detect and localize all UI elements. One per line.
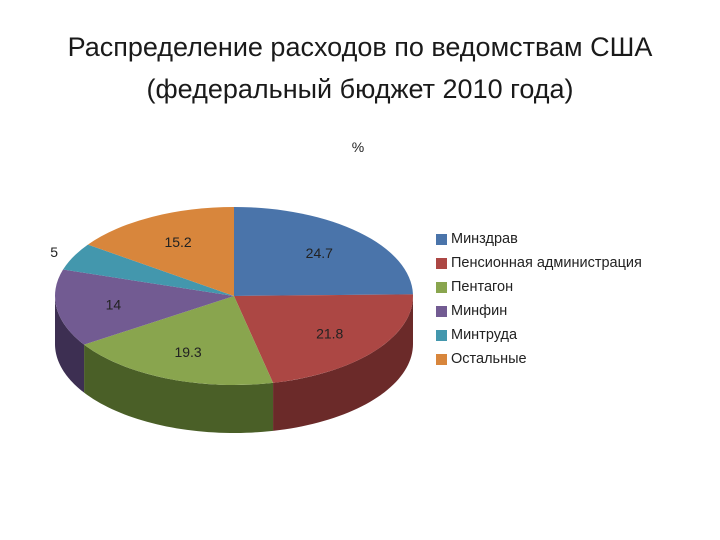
legend-label-5: Минтруда — [451, 327, 518, 343]
data-label-3: 19.3 — [174, 344, 201, 360]
legend-label-1: Минздрав — [451, 231, 518, 247]
pie-slice-3 — [84, 296, 274, 386]
legend-label-6: Остальные — [451, 351, 527, 367]
legend-swatch-4 — [436, 305, 447, 317]
pie-labels: 24.7 21.8 19.3 14 5 15.2 — [50, 234, 343, 360]
data-label-6: 15.2 — [164, 234, 191, 250]
chart-subtitle: % — [352, 139, 364, 155]
data-label-5: 5 — [50, 244, 58, 260]
legend-item-5: Минтруда — [436, 323, 642, 347]
legend-item-1: Минздрав — [436, 227, 642, 251]
data-label-1: 24.7 — [306, 245, 333, 261]
legend-label-2: Пенсионная администрация — [451, 255, 642, 271]
data-label-2: 21.8 — [316, 325, 343, 341]
legend-swatch-5 — [436, 329, 447, 341]
legend-swatch-1 — [436, 233, 447, 245]
pie-side-3 — [84, 344, 274, 433]
legend-swatch-2 — [436, 257, 447, 269]
pie-slice-4 — [54, 269, 235, 345]
pie-tops — [54, 207, 414, 386]
slide-title: Распределение расходов по ведомствам США… — [0, 26, 720, 110]
pie-slice-1 — [234, 207, 413, 296]
legend-item-3: Пентагон — [436, 275, 642, 299]
pie-side-4 — [55, 296, 85, 393]
legend-item-6: Остальные — [436, 347, 642, 371]
pie-slice-6 — [87, 207, 234, 296]
chart-legend: Минздрав Пенсионная администрация Пентагон… — [436, 227, 642, 371]
legend-item-2: Пенсионная администрация — [436, 251, 642, 275]
legend-swatch-3 — [436, 281, 447, 293]
data-label-4: 14 — [106, 296, 122, 312]
pie-side-2 — [273, 296, 413, 431]
pie-slice-5 — [63, 244, 234, 296]
legend-swatch-6 — [436, 353, 447, 365]
legend-item-4: Минфин — [436, 299, 642, 323]
title-line-1: Распределение расходов по ведомствам США — [67, 32, 653, 62]
legend-label-4: Минфин — [451, 303, 508, 319]
legend-label-3: Пентагон — [451, 279, 514, 295]
pie-slice-2 — [234, 294, 414, 383]
pie-sides — [55, 296, 413, 433]
title-line-2: (федеральный бюджет 2010 года) — [146, 74, 574, 104]
